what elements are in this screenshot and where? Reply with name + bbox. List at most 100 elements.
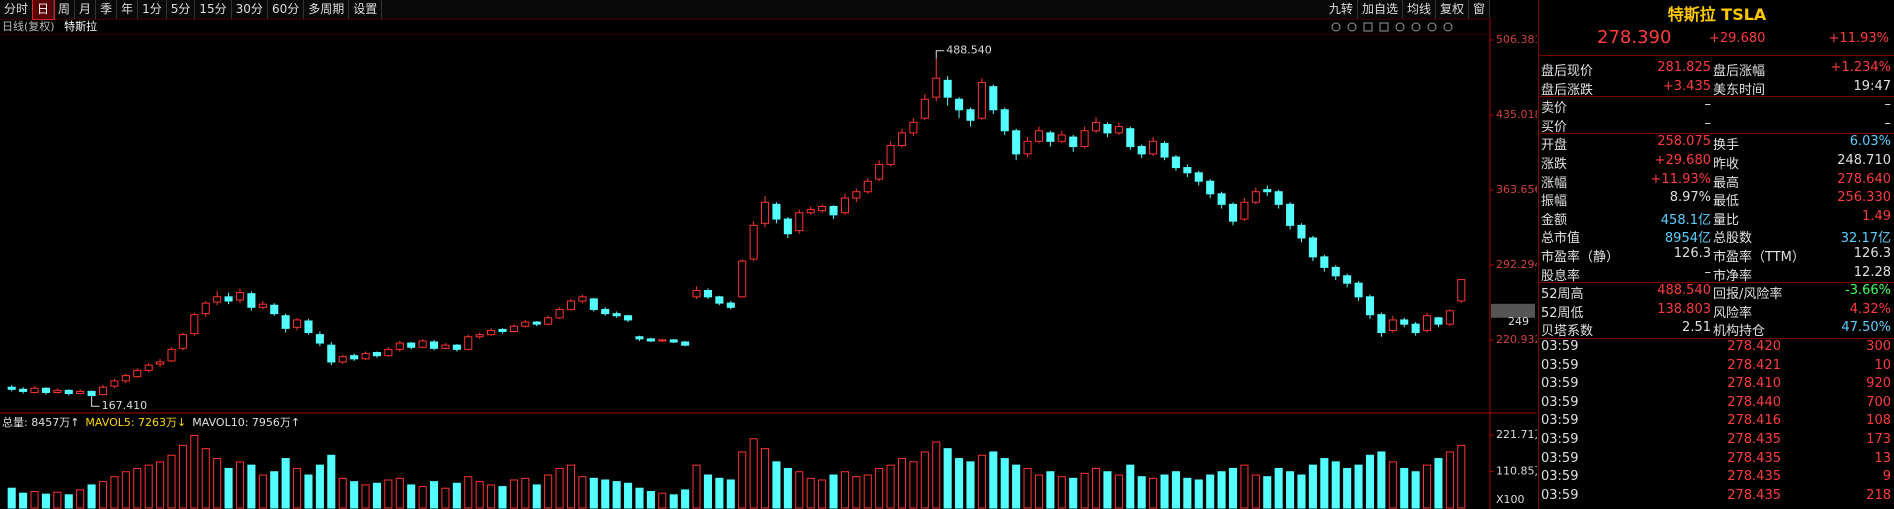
volume-bar [1160, 474, 1169, 509]
field-value: 126.3 [1673, 246, 1711, 261]
volume-bar [304, 474, 313, 509]
volume-bar [818, 479, 827, 509]
field-value: 6.03% [1849, 134, 1891, 150]
period-tab[interactable]: 季 [96, 0, 118, 19]
field-label: 机构持仓 [1713, 324, 1766, 340]
field-label: 最低 [1713, 194, 1740, 210]
period-tab[interactable]: 月 [75, 0, 97, 19]
candle-body [795, 212, 804, 232]
candle-body [1343, 275, 1352, 284]
candle-body [555, 308, 564, 319]
volume-bar [270, 471, 279, 509]
volume-bar [1126, 464, 1135, 509]
period-tab[interactable]: 设置 [349, 0, 383, 19]
candle-body [1286, 203, 1295, 226]
volume-bar [1240, 464, 1249, 509]
period-tab[interactable]: 日 [32, 0, 56, 20]
candle-body [863, 180, 872, 193]
period-tab[interactable]: 周 [54, 0, 76, 19]
candle-body [304, 320, 313, 334]
trade-volume: 10 [1874, 357, 1891, 373]
period-tab[interactable]: 分时 [0, 0, 34, 19]
field-label: 换手 [1713, 138, 1740, 154]
candle-body [829, 205, 838, 216]
icon[interactable] [1331, 22, 1341, 32]
field-label: 总股数 [1713, 231, 1753, 247]
volume-bar [98, 481, 108, 509]
candle-body [327, 344, 336, 363]
volume-bar [703, 474, 713, 509]
volume-bar [224, 467, 233, 509]
period-tab[interactable]: 1分 [138, 0, 167, 19]
volume-bar [1012, 464, 1021, 509]
field-value: 32.17亿 [1840, 231, 1891, 247]
volume-bar [498, 486, 507, 509]
field-value: -3.66% [1845, 283, 1891, 299]
volume-bar [795, 471, 804, 509]
candle-body [1000, 109, 1009, 132]
candle-body [1400, 319, 1409, 325]
candle-body [1423, 315, 1432, 331]
volume-bar [167, 454, 176, 509]
max-label: 488.540 [946, 44, 992, 57]
icon[interactable] [1363, 22, 1373, 32]
icon[interactable] [1443, 22, 1453, 32]
tool-button[interactable]: 九转 [1325, 0, 1358, 19]
field-label: 回报/风险率 [1713, 287, 1783, 303]
volume-bar [1080, 472, 1089, 509]
quote-panel: 特斯拉 TSLA 278.390 +29.680 +11.93% 盘后现价 281.825… [1538, 0, 1894, 509]
candle-body [53, 389, 62, 393]
icon[interactable] [1395, 22, 1405, 32]
candle-body [1388, 319, 1397, 331]
field-label: 美东时间 [1713, 82, 1766, 98]
volume-bar [909, 461, 918, 509]
candle-body [1263, 189, 1272, 193]
volume-bar [1365, 454, 1375, 509]
candle-body [1434, 317, 1443, 325]
field-value: – [1704, 115, 1712, 131]
volume-bar [692, 464, 701, 509]
candle-body [852, 191, 861, 199]
candle-body [509, 325, 518, 333]
period-tab[interactable]: 15分 [195, 0, 232, 19]
candle-body [1308, 237, 1317, 258]
price-tag-box [1491, 303, 1535, 318]
volume-bar [30, 491, 39, 509]
period-tab[interactable]: 年 [117, 0, 139, 19]
tool-button[interactable]: 加自选 [1358, 0, 1403, 19]
period-tab[interactable]: 多周期 [304, 0, 350, 19]
price-change-pct: +11.93% [1828, 31, 1889, 46]
candle-body [624, 315, 633, 321]
trade-price: 278.440 [1727, 394, 1781, 410]
period-tab[interactable]: 5分 [167, 0, 196, 19]
volume-bar [1171, 471, 1180, 509]
background [0, 0, 1537, 509]
candle-body [772, 203, 781, 220]
trade-time: 03:59 [1541, 339, 1579, 354]
volume-bar [840, 471, 849, 509]
volume-bar [1388, 461, 1397, 509]
candle-body [270, 304, 279, 315]
icon[interactable] [1379, 22, 1389, 32]
icon[interactable] [1427, 22, 1437, 32]
period-tab[interactable]: 30分 [232, 0, 268, 19]
candle-body [589, 298, 598, 310]
tool-button[interactable]: 窗 [1469, 0, 1490, 19]
tool-button[interactable]: 复权 [1436, 0, 1469, 19]
candle-body [875, 163, 884, 180]
icon[interactable] [1347, 22, 1357, 32]
field-value: – [1884, 115, 1892, 131]
period-tab[interactable]: 60分 [268, 0, 305, 19]
candle-body [658, 339, 667, 342]
volume-bar [1286, 471, 1295, 509]
volume-bar [897, 458, 907, 509]
field-value: +11.93% [1650, 171, 1711, 187]
tool-buttons: 九转 加自选 均线 复权窗 [1325, 0, 1490, 19]
candle-body [418, 340, 427, 348]
candle-body [1297, 224, 1306, 239]
volume-bar [1206, 474, 1215, 509]
candle-body [178, 334, 187, 349]
icon[interactable] [1411, 22, 1421, 32]
tool-button[interactable]: 均线 [1403, 0, 1436, 19]
